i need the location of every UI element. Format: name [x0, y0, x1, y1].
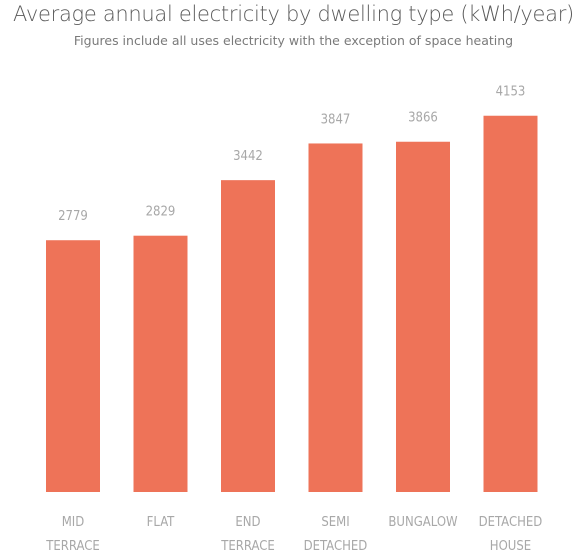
data-label: 3442 [233, 149, 263, 164]
data-label: 4153 [496, 85, 526, 100]
category-label: DETACHED [479, 515, 543, 530]
chart-title: Average annual electricity by dwelling t… [13, 2, 574, 26]
data-label: 2829 [146, 205, 176, 220]
bar [308, 143, 363, 493]
bar [221, 180, 275, 493]
category-label: TERRACE [45, 539, 100, 554]
bar [396, 141, 450, 492]
chart-subtitle: Figures include all uses electricity wit… [73, 33, 514, 48]
category-label: BUNGALOW [388, 515, 458, 530]
data-label: 3866 [408, 111, 438, 126]
data-label: 2779 [58, 209, 88, 224]
bar [46, 240, 100, 492]
category-label: HOUSE [490, 539, 531, 554]
data-label: 3847 [321, 112, 351, 127]
category-label: FLAT [147, 515, 176, 530]
bar [483, 115, 538, 493]
category-label: MID [62, 515, 85, 530]
category-label: SEMI [321, 515, 349, 530]
category-label: DETACHED [304, 539, 368, 554]
category-label: TERRACE [220, 539, 275, 554]
bar [133, 235, 188, 492]
category-label: END [235, 515, 260, 530]
